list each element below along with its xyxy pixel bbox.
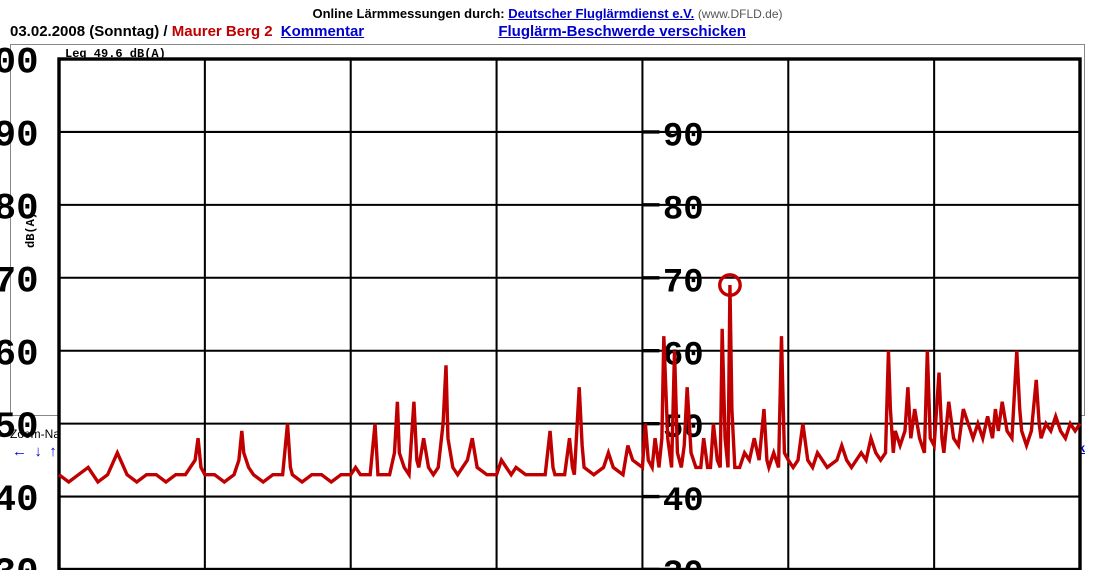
svg-text:60: 60 bbox=[663, 337, 704, 375]
zoom-in-up-icon[interactable]: ↑ bbox=[47, 443, 59, 460]
svg-text:90: 90 bbox=[0, 116, 39, 158]
svg-text:80: 80 bbox=[0, 188, 39, 230]
header-main: 03.02.2008 (Sonntag) / Maurer Berg 2 Kom… bbox=[10, 23, 1085, 40]
attribution-prefix: Online Lärmmessungen durch: bbox=[312, 6, 504, 21]
svg-text:70: 70 bbox=[0, 261, 39, 303]
svg-text:70: 70 bbox=[663, 264, 704, 302]
org-link[interactable]: Deutscher Fluglärmdienst e.V. bbox=[508, 6, 694, 21]
chart-plot: 3040506070809010006:0006:1506:3006:4507:… bbox=[59, 59, 1080, 570]
svg-text:90: 90 bbox=[663, 119, 704, 157]
svg-text:60: 60 bbox=[0, 334, 39, 376]
svg-text:50: 50 bbox=[0, 407, 39, 449]
svg-text:40: 40 bbox=[0, 480, 39, 522]
svg-text:40: 40 bbox=[663, 483, 704, 521]
kommentar-link[interactable]: Kommentar bbox=[281, 23, 364, 40]
measurement-date: 03.02.2008 (Sonntag) bbox=[10, 23, 159, 40]
noise-chart: Leq 49.6 dB(A) dB(A) 3040506070809010006… bbox=[10, 44, 1085, 416]
svg-text:80: 80 bbox=[663, 191, 704, 229]
header-attribution: Online Lärmmessungen durch: Deutscher Fl… bbox=[10, 6, 1085, 21]
complaint-link[interactable]: Fluglärm-Beschwerde verschicken bbox=[498, 23, 746, 40]
svg-text:30: 30 bbox=[0, 553, 39, 570]
svg-text:100: 100 bbox=[0, 43, 39, 85]
org-url: (www.DFLD.de) bbox=[698, 7, 783, 21]
station-name: Maurer Berg 2 bbox=[172, 23, 273, 40]
